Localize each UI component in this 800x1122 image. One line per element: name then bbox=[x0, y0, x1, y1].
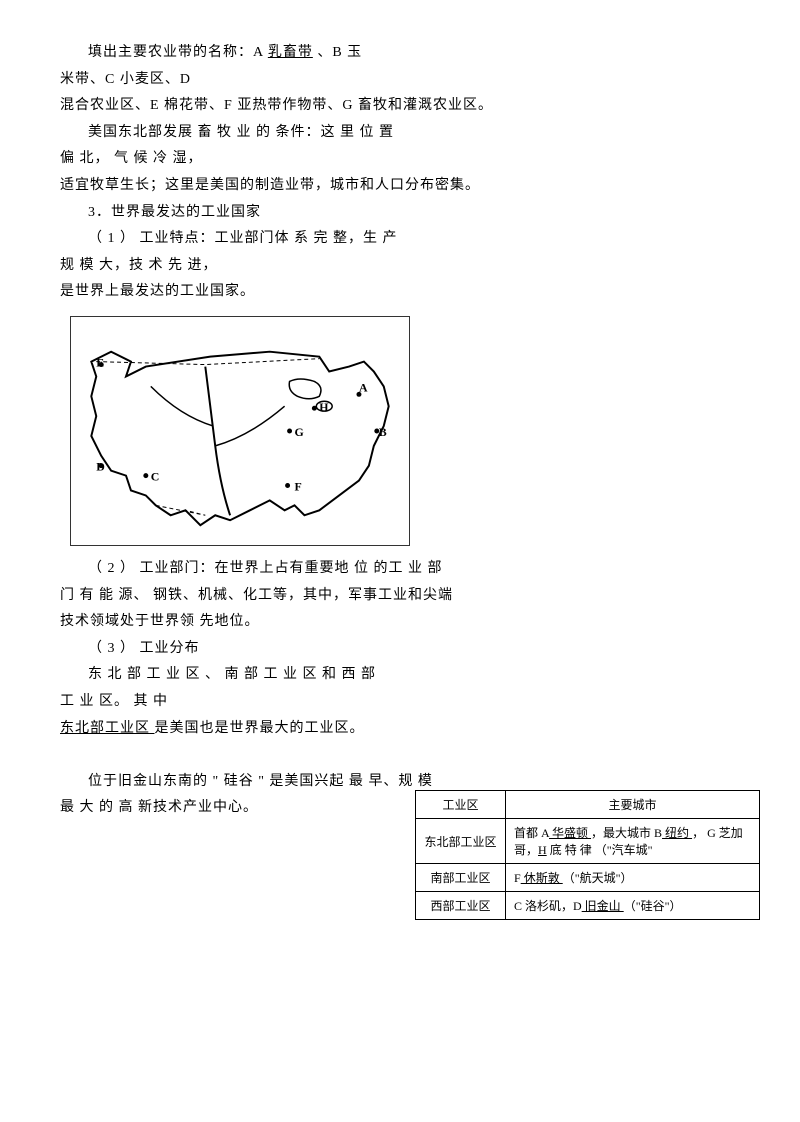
map-label: C bbox=[151, 470, 160, 484]
table-header-row: 工业区 主要城市 bbox=[416, 791, 760, 819]
map-label: E bbox=[96, 356, 104, 370]
text: 填出主要农业带的名称：A bbox=[88, 45, 263, 60]
us-map-figure: E D C A B G H F bbox=[70, 316, 410, 546]
text: " 是美国兴起 最 bbox=[258, 774, 364, 789]
paragraph-6: 是世界上最发达的工业国家。 bbox=[60, 279, 740, 306]
city-text: H bbox=[538, 843, 547, 857]
map-label: F bbox=[295, 479, 302, 493]
table-row: 西部工业区C 洛杉矶，D 旧金山 （"硅谷"） bbox=[416, 892, 760, 920]
paragraph-3: 美国东北部发展 畜 牧 业 的 条件：这 里 位 置 偏 北， 气 候 冷 湿， bbox=[60, 120, 740, 173]
great-lakes bbox=[289, 379, 321, 399]
cell-cities: F 休斯敦 （"航天城"） bbox=[506, 864, 760, 892]
paragraph-10: 位于旧金山东南的 " 硅谷 " 是美国兴起 最 早、规 模 最 大 的 高 新技… bbox=[60, 769, 450, 822]
paragraph-2: 混合农业区、E 棉花带、F 亚热带作物带、G 畜牧和灌溉农业区。 bbox=[60, 93, 740, 120]
text: 、B 玉 bbox=[317, 45, 362, 60]
city-text: 首都 A bbox=[514, 826, 549, 840]
city-text: 纽约 bbox=[662, 826, 692, 840]
paragraph-8: （ 3 ） 工业分布 bbox=[60, 636, 740, 663]
city-text: 华盛顿 bbox=[549, 826, 591, 840]
map-label: D bbox=[96, 460, 105, 474]
map-label: B bbox=[379, 425, 387, 439]
paragraph-7: （ 2 ） 工业部门：在世界上占有重要地 位 的工 业 部 门 有 能 源、 钢… bbox=[60, 556, 460, 636]
city-text: （"航天城"） bbox=[563, 871, 633, 885]
text: 米带、C 小麦区、D bbox=[60, 72, 191, 87]
paragraph-5: （ 1 ） 工业特点：工业部门体 系 完 整，生 产 规 模 大，技 术 先 进… bbox=[60, 226, 740, 279]
text: 工 业 区。 其 中 bbox=[60, 694, 168, 709]
text: 偏 北， 气 候 冷 湿， bbox=[60, 151, 203, 166]
text: 美国东北部发展 畜 牧 业 的 条件：这 里 位 置 bbox=[88, 125, 394, 140]
text: （ 1 ） 工业特点：工业部门体 系 完 整，生 产 bbox=[88, 231, 398, 246]
city-h bbox=[312, 406, 317, 411]
city-text: 旧金山 bbox=[582, 899, 624, 913]
city-text: ，最大城市 B bbox=[591, 826, 662, 840]
paragraph-1: 填出主要农业带的名称：A 乳畜带 、B 玉 米带、C 小麦区、D bbox=[60, 40, 740, 93]
city-c bbox=[143, 473, 148, 478]
missouri-river bbox=[151, 386, 213, 426]
cell-region: 西部工业区 bbox=[416, 892, 506, 920]
text: 位于旧金山东南的 " bbox=[88, 774, 224, 789]
city-text: （"硅谷"） bbox=[624, 899, 682, 913]
us-map-svg: E D C A B G H F bbox=[70, 316, 410, 546]
ohio-river bbox=[215, 406, 284, 446]
cell-cities: C 洛杉矶，D 旧金山 （"硅谷"） bbox=[506, 892, 760, 920]
text: 硅谷 bbox=[224, 774, 254, 789]
city-g bbox=[287, 428, 292, 433]
text: 东 北 部 工 业 区 、 南 部 工 业 区 和 西 部 bbox=[88, 667, 376, 682]
text: 是美国也是世界最大的工业区。 bbox=[155, 721, 365, 736]
blank-northeast: 东北部工业区 bbox=[60, 721, 155, 736]
city-text: F bbox=[514, 871, 521, 885]
city-text: 休斯敦 bbox=[521, 871, 563, 885]
city-text: C 洛杉矶，D bbox=[514, 899, 582, 913]
mississippi-river bbox=[205, 367, 230, 516]
cell-region: 东北部工业区 bbox=[416, 819, 506, 864]
th-cities: 主要城市 bbox=[506, 791, 760, 819]
cell-region: 南部工业区 bbox=[416, 864, 506, 892]
table-row: 东北部工业区首都 A 华盛顿 ，最大城市 B 纽约 ， G 芝加哥，H 底 特 … bbox=[416, 819, 760, 864]
paragraph-4: 适宜牧草生长；这里是美国的制造业带，城市和人口分布密集。 bbox=[60, 173, 740, 200]
map-labels: E D C A B G H F bbox=[96, 356, 387, 494]
text: 规 模 大，技 术 先 进， bbox=[60, 258, 218, 273]
table-row: 南部工业区F 休斯敦 （"航天城"） bbox=[416, 864, 760, 892]
industrial-zones-table: 工业区 主要城市 东北部工业区首都 A 华盛顿 ，最大城市 B 纽约 ， G 芝… bbox=[415, 790, 760, 920]
city-text: 底 特 律 （"汽车城" bbox=[547, 843, 653, 857]
map-label: H bbox=[319, 400, 329, 414]
cell-cities: 首都 A 华盛顿 ，最大城市 B 纽约 ， G 芝加哥，H 底 特 律 （"汽车… bbox=[506, 819, 760, 864]
th-region: 工业区 bbox=[416, 791, 506, 819]
map-label: A bbox=[359, 380, 368, 394]
us-outline bbox=[91, 352, 388, 525]
paragraph-9: 东 北 部 工 业 区 、 南 部 工 业 区 和 西 部 工 业 区。 其 中… bbox=[60, 662, 740, 742]
map-label: G bbox=[295, 425, 304, 439]
blank-dairy: 乳畜带 bbox=[268, 45, 313, 60]
section-3-title: 3．世界最发达的工业国家 bbox=[60, 200, 740, 227]
city-f bbox=[285, 483, 290, 488]
